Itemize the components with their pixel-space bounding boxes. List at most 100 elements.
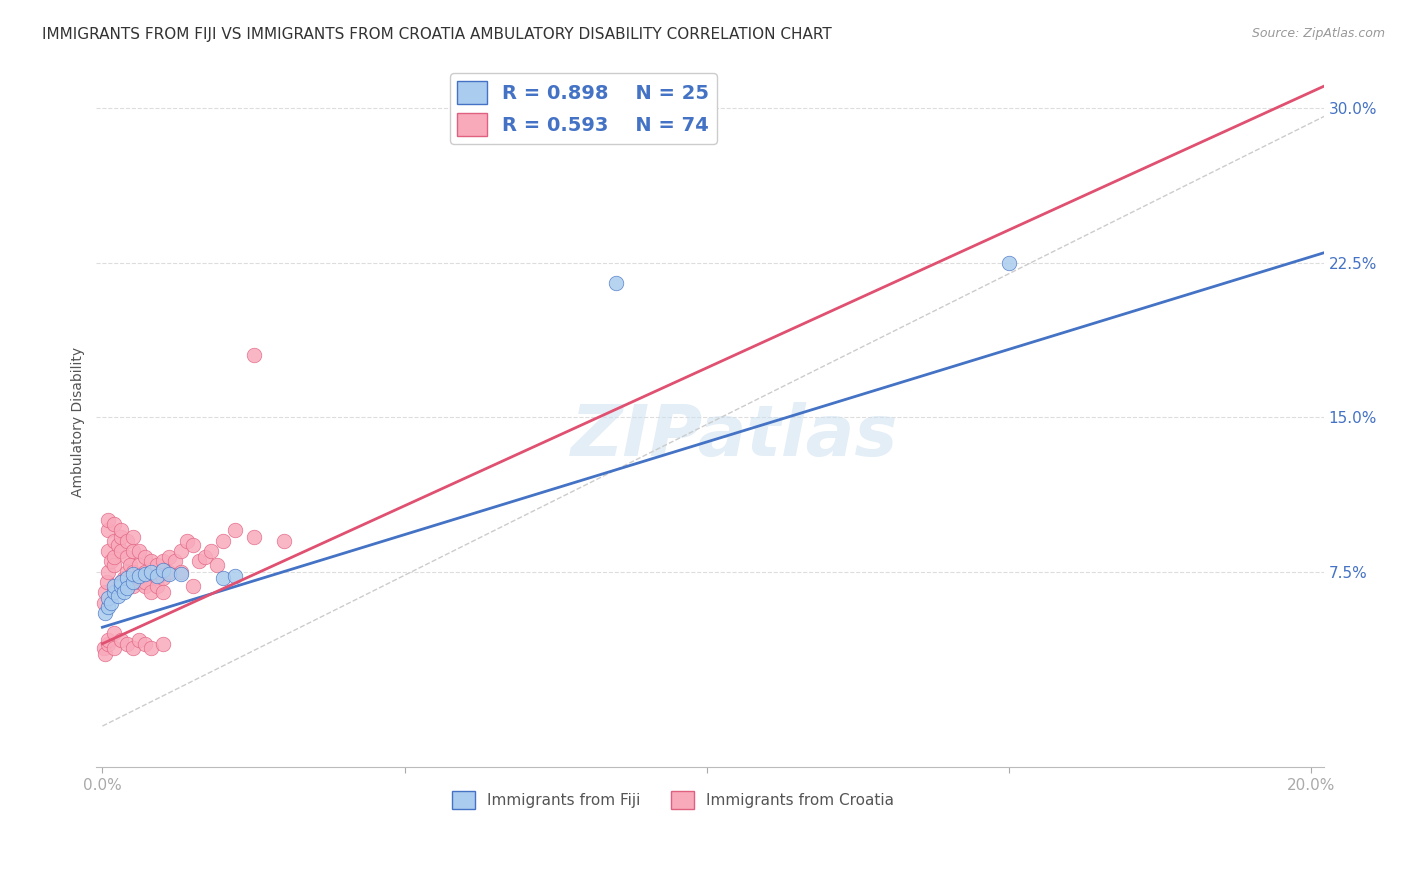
Point	[139, 554, 162, 568]
Point	[115, 565, 138, 579]
Point	[121, 579, 143, 593]
Point	[115, 533, 138, 548]
Point	[152, 571, 174, 585]
Point	[188, 554, 211, 568]
Point	[97, 524, 120, 538]
Point	[181, 579, 204, 593]
Point	[112, 585, 135, 599]
Point	[146, 571, 169, 585]
Point	[97, 513, 120, 527]
Point	[128, 632, 150, 647]
Point	[134, 637, 156, 651]
Point	[224, 524, 246, 538]
Point	[121, 530, 143, 544]
Point	[212, 571, 235, 585]
Point	[157, 566, 180, 581]
Point	[103, 585, 125, 599]
Point	[181, 538, 204, 552]
Point	[139, 565, 162, 579]
Point	[128, 571, 150, 585]
Point	[146, 558, 169, 573]
Point	[97, 599, 120, 614]
Point	[121, 544, 143, 558]
Point	[134, 565, 156, 579]
Point	[152, 554, 174, 568]
Point	[115, 637, 138, 651]
Point	[100, 554, 122, 568]
Point	[110, 632, 132, 647]
Point	[134, 574, 156, 589]
Point	[121, 566, 143, 581]
Point	[112, 571, 135, 585]
Point	[97, 565, 120, 579]
Point	[194, 550, 217, 565]
Point	[94, 606, 117, 620]
Point	[107, 590, 129, 604]
Point	[273, 533, 295, 548]
Point	[121, 640, 143, 655]
Point	[998, 256, 1021, 270]
Point	[103, 640, 125, 655]
Point	[212, 533, 235, 548]
Point	[152, 563, 174, 577]
Point	[134, 566, 156, 581]
Point	[157, 565, 180, 579]
Point	[139, 585, 162, 599]
Point	[134, 550, 156, 565]
Point	[97, 591, 120, 606]
Point	[110, 579, 132, 593]
Point	[121, 574, 143, 589]
Point	[170, 566, 193, 581]
Point	[115, 579, 138, 593]
Point	[163, 554, 186, 568]
Legend: Immigrants from Fiji, Immigrants from Croatia: Immigrants from Fiji, Immigrants from Cr…	[446, 785, 900, 814]
Point	[200, 544, 222, 558]
Point	[128, 568, 150, 582]
Point	[176, 533, 198, 548]
Point	[146, 568, 169, 582]
Point	[97, 544, 120, 558]
Point	[93, 640, 115, 655]
Point	[170, 544, 193, 558]
Point	[110, 524, 132, 538]
Point	[103, 550, 125, 565]
Point	[139, 565, 162, 579]
Point	[103, 517, 125, 532]
Point	[128, 544, 150, 558]
Point	[97, 632, 120, 647]
Point	[110, 544, 132, 558]
Point	[115, 571, 138, 585]
Point	[242, 348, 264, 362]
Point	[605, 277, 627, 291]
Point	[110, 574, 132, 589]
Text: IMMIGRANTS FROM FIJI VS IMMIGRANTS FROM CROATIA AMBULATORY DISABILITY CORRELATIO: IMMIGRANTS FROM FIJI VS IMMIGRANTS FROM …	[42, 27, 832, 42]
Point	[118, 558, 141, 573]
Point	[107, 538, 129, 552]
Point	[93, 595, 115, 609]
Point	[152, 637, 174, 651]
Point	[100, 595, 122, 609]
Point	[146, 579, 169, 593]
Point	[110, 574, 132, 589]
Y-axis label: Ambulatory Disability: Ambulatory Disability	[72, 347, 86, 498]
Point	[115, 581, 138, 595]
Point	[157, 550, 180, 565]
Text: ZIPatlas: ZIPatlas	[571, 401, 898, 471]
Point	[134, 579, 156, 593]
Point	[94, 585, 117, 599]
Point	[97, 637, 120, 651]
Point	[96, 574, 118, 589]
Point	[128, 574, 150, 589]
Text: Source: ZipAtlas.com: Source: ZipAtlas.com	[1251, 27, 1385, 40]
Point	[103, 533, 125, 548]
Point	[152, 585, 174, 599]
Point	[207, 558, 229, 573]
Point	[103, 626, 125, 640]
Point	[128, 558, 150, 573]
Point	[94, 647, 117, 661]
Point	[139, 640, 162, 655]
Point	[121, 565, 143, 579]
Point	[103, 579, 125, 593]
Point	[242, 530, 264, 544]
Point	[103, 558, 125, 573]
